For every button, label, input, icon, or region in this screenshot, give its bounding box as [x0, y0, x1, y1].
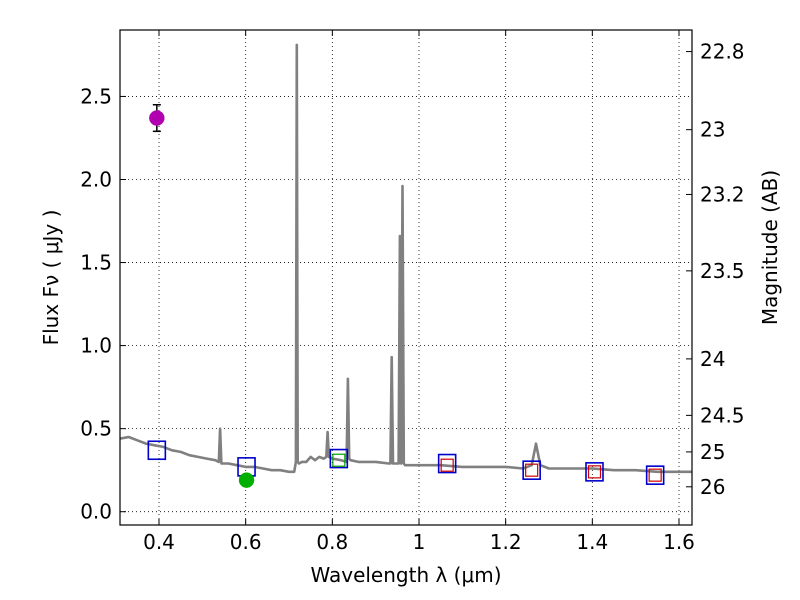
x-tick-label: 1.2: [490, 530, 522, 554]
model-flux-marker: [587, 465, 602, 479]
y-tick-label: 1.0: [80, 334, 112, 358]
flux-boxes: [147, 440, 665, 485]
y-axis-ticks: 0.0 0.5 1.0 1.5 2.0 2.5: [80, 84, 126, 524]
x-tick-label: 0.4: [143, 530, 175, 554]
flux-box: [522, 460, 541, 480]
x-axis-ticks: 0.4 0.6 0.8 1 1.2 1.4 1.6: [143, 30, 695, 554]
photometry-point: [238, 472, 255, 488]
y2-tick-label: 25: [700, 440, 725, 464]
x-tick-label: 1.4: [576, 530, 608, 554]
x-tick-label: 0.8: [316, 530, 348, 554]
spectrum-layer: [119, 43, 692, 474]
x-tick-label: 1: [413, 530, 426, 554]
model-flux-marker: [525, 463, 539, 477]
grid-lines: [120, 30, 692, 525]
y2-tick-label: 24.5: [700, 403, 745, 427]
y2-tick-label: 23: [700, 118, 725, 142]
flux-box: [645, 465, 665, 485]
y-tick-label: 1.5: [80, 251, 112, 275]
plot-frame: [119, 29, 693, 526]
x-tick-label: 0.6: [230, 530, 262, 554]
y-tick-label: 0.0: [80, 500, 112, 524]
y-tick-label: 2.5: [80, 84, 112, 108]
model-flux-marker: [440, 458, 454, 472]
y2-tick-label: 26: [700, 475, 725, 499]
flux-box: [147, 440, 167, 461]
y2-tick-label: 23.2: [700, 182, 745, 206]
model-flux-marker: [332, 453, 346, 467]
flux-box: [585, 462, 604, 482]
flux-box: [329, 448, 349, 469]
y2-axis-label: Magnitude (AB): [758, 170, 782, 325]
y-axis-label: Flux Fν ( μJy ): [39, 210, 63, 346]
y2-tick-label: 23.5: [700, 259, 745, 283]
model-flux-marker: [648, 468, 662, 482]
photometry-points: [149, 103, 255, 488]
y-tick-label: 2.0: [80, 167, 112, 191]
photometry-point: [149, 110, 165, 126]
spectrum-line: [119, 43, 692, 474]
x-tick-label: 1.6: [663, 530, 695, 554]
y2-tick-label: 24: [700, 347, 725, 371]
y2-axis-ticks: 22.8 23 23.2 23.5 24 24.5 25 26: [686, 40, 745, 499]
flux-box: [437, 453, 457, 474]
x-axis-label: Wavelength λ (μm): [310, 563, 501, 587]
y-tick-label: 0.5: [80, 417, 112, 441]
y2-tick-label: 22.8: [700, 40, 745, 64]
